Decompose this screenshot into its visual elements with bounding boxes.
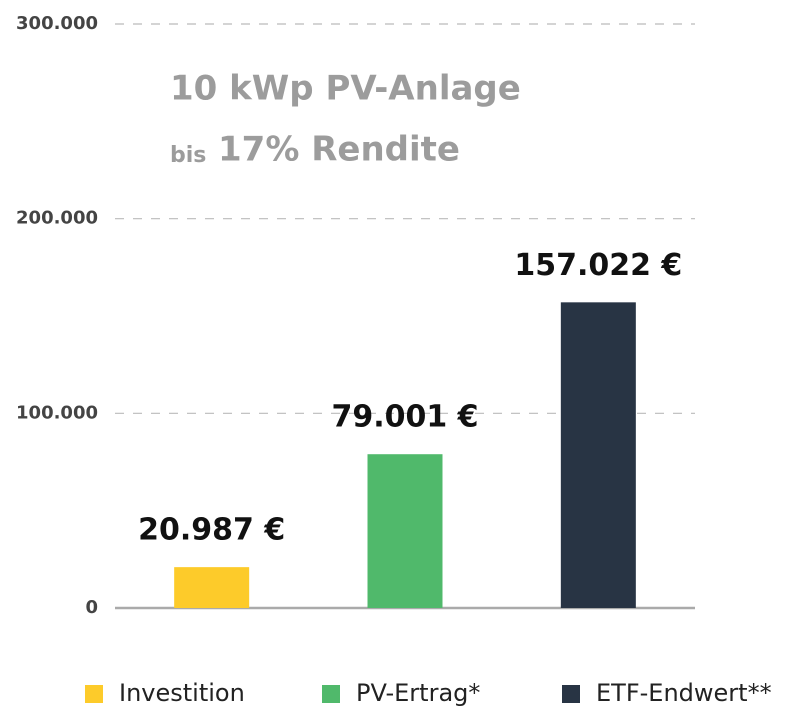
subtitle-prefix: bis [170, 143, 206, 168]
value-label: 79.001 € [331, 400, 478, 435]
y-tick-label: 200.000 [16, 208, 98, 229]
subtitle: 17% Rendite [218, 130, 460, 170]
value-label: 157.022 € [514, 248, 682, 283]
legend-swatch [85, 685, 103, 703]
legend-label: PV-Ertrag* [356, 679, 480, 707]
value-label: 20.987 € [138, 513, 285, 548]
bar [560, 302, 636, 608]
y-tick-label: 100.000 [16, 402, 98, 423]
legend-swatch [562, 685, 580, 703]
legend-label: Investition [119, 679, 245, 707]
bar [367, 454, 443, 608]
legend-label: ETF-Endwert** [596, 679, 772, 707]
y-tick-label: 300.000 [16, 13, 98, 34]
legend-swatch [322, 685, 340, 703]
chart-title: 10 kWp PV-Anlage [170, 69, 521, 109]
y-tick-label: 0 [85, 597, 98, 618]
bar [174, 567, 250, 608]
